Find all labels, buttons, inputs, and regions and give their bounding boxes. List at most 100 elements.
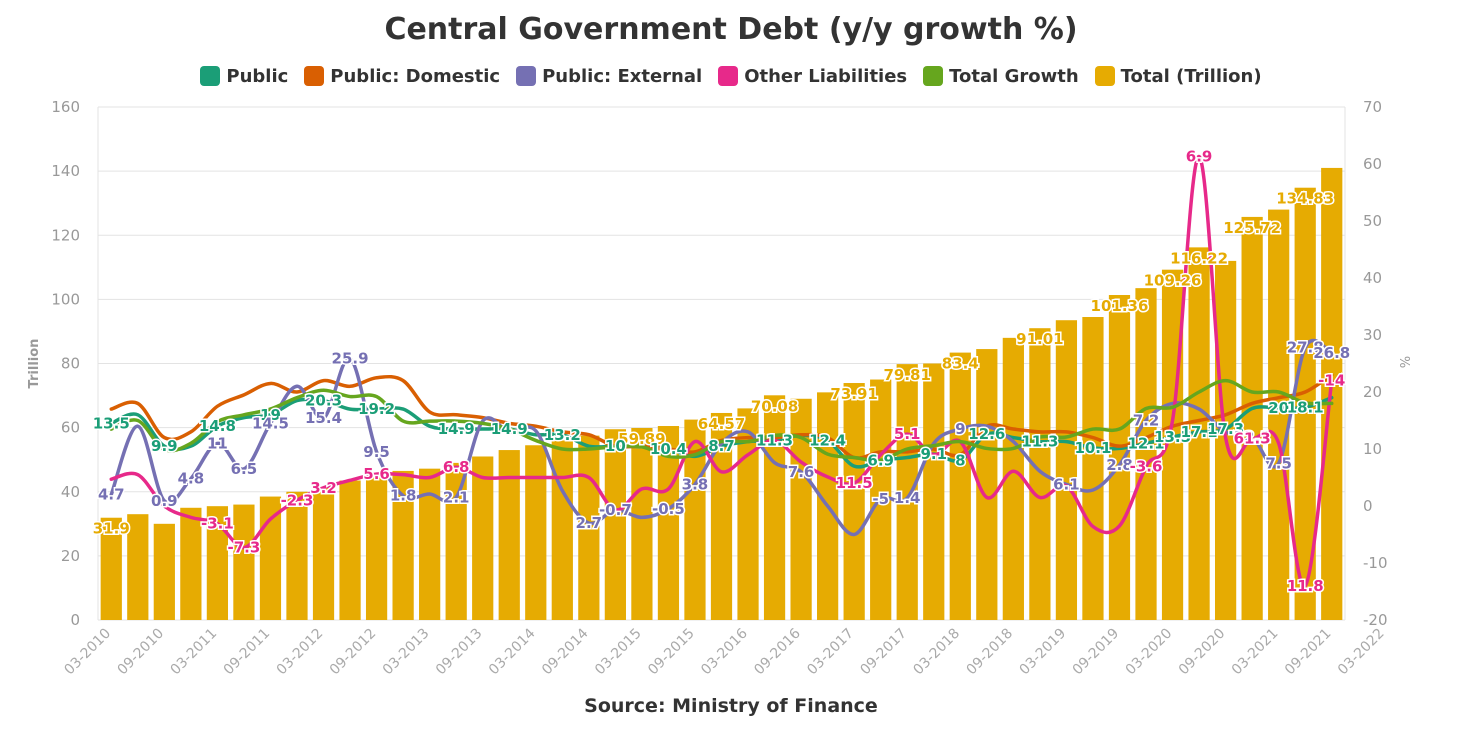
point-data-label: 20.3: [305, 392, 342, 410]
bar: [419, 468, 441, 620]
point-data-label: 9.9: [151, 437, 178, 455]
point-data-label: 14.9: [491, 420, 528, 438]
bar: [631, 427, 653, 620]
bar: [445, 462, 467, 620]
legend-item-public[interactable]: Public: [200, 66, 288, 87]
bar: [1268, 209, 1290, 620]
point-data-label: 14.9: [438, 420, 475, 438]
point-data-label: 13.5: [93, 414, 130, 432]
point-data-label: -3.6: [1130, 458, 1163, 476]
legend-swatch: [718, 66, 739, 86]
point-data-label: 14.5: [252, 414, 289, 432]
legend-item-total-growth[interactable]: Total Growth: [923, 66, 1079, 87]
bar-data-label: 109.26: [1144, 272, 1202, 290]
bar: [1241, 216, 1263, 620]
y-tick-label-left: 100: [51, 290, 80, 308]
y-tick-label-left: 160: [51, 98, 80, 116]
bar: [286, 491, 308, 620]
bar-data-label: 73.91: [830, 385, 877, 403]
x-tick-label: 03-2018: [910, 626, 963, 679]
x-tick-label: 03-2019: [1017, 626, 1070, 679]
x-tick-label: 09-2017: [857, 626, 910, 679]
y-axis-title-left: Trillion: [27, 339, 42, 389]
legend-item-public-external[interactable]: Public: External: [516, 66, 702, 87]
point-data-label: 0.9: [151, 492, 178, 510]
y-tick-label-left: 20: [61, 547, 80, 565]
x-tick-label: 03-2020: [1123, 626, 1176, 679]
bar: [1082, 317, 1104, 620]
bar: [233, 504, 255, 620]
bar: [1029, 328, 1051, 620]
bar: [1135, 288, 1157, 620]
point-data-label: -7.3: [228, 539, 261, 557]
bar: [1055, 320, 1078, 620]
point-data-label: 25.9: [332, 349, 369, 367]
bar: [392, 470, 414, 620]
y-tick-label-right: 30: [1363, 326, 1382, 344]
y-tick-label-left: 120: [51, 226, 80, 244]
point-data-label: 5.6: [363, 465, 390, 483]
y-tick-label-left: 80: [61, 355, 80, 373]
point-data-label: 3.2: [310, 479, 337, 497]
y-axis-title-right: %: [1396, 356, 1411, 368]
x-tick-label: 03-2016: [698, 625, 751, 678]
legend-swatch: [304, 66, 325, 86]
point-data-label: 9.5: [363, 443, 390, 461]
bar-data-label: 64.57: [698, 415, 745, 433]
bar: [551, 440, 573, 620]
legend-label: Other Liabilities: [744, 65, 908, 87]
legend-label: Public: External: [542, 65, 703, 87]
legend-item-public-domestic[interactable]: Public: Domestic: [304, 66, 500, 87]
legend-swatch: [516, 66, 537, 86]
point-data-label: 11: [207, 434, 228, 452]
x-tick-label: 09-2019: [1070, 626, 1123, 679]
x-tick-label: 09-2016: [751, 625, 804, 678]
x-tick-label: 09-2012: [327, 626, 380, 679]
legend-item-total-trillion[interactable]: Total (Trillion): [1094, 66, 1262, 87]
bar-data-label: 125.72: [1223, 219, 1281, 237]
y-tick-label-left: 40: [61, 483, 80, 501]
bar: [604, 429, 626, 620]
y-tick-label-right: -10: [1363, 554, 1388, 572]
x-tick-label: 03-2015: [592, 626, 645, 679]
point-data-label: 6.5: [231, 460, 258, 478]
point-data-label: 6.9: [1186, 148, 1213, 166]
point-data-label: 8: [955, 451, 965, 469]
point-data-label: 18.1: [1287, 398, 1324, 416]
point-data-label: 13.2: [544, 426, 581, 444]
bar: [976, 349, 998, 620]
y-tick-label-right: 20: [1363, 383, 1382, 401]
point-data-label: 11.3: [756, 431, 793, 449]
x-tick-label: 09-2015: [645, 626, 698, 679]
point-data-label: 9: [955, 420, 965, 438]
bar-data-label: 31.9: [93, 520, 130, 538]
y-tick-label-right: 70: [1363, 98, 1382, 116]
bar: [153, 523, 175, 620]
legend-item-other-liabilities[interactable]: Other Liabilities: [718, 66, 907, 87]
source-note: Source: Ministry of Finance: [584, 695, 878, 717]
bar: [1108, 295, 1131, 620]
point-data-label: 4.8: [178, 470, 205, 488]
point-data-label: 11.8: [1287, 577, 1324, 595]
point-data-label: 19: [260, 406, 281, 424]
point-data-label: -0.7: [599, 501, 632, 519]
point-data-label: 12.1: [1234, 428, 1271, 446]
bar: [365, 475, 388, 620]
bar-data-label: 101.36: [1091, 297, 1149, 315]
x-tick-label: 09-2013: [433, 626, 486, 679]
point-data-label: 8.7: [708, 437, 735, 455]
point-data-label: 2.1: [443, 488, 470, 506]
bar: [923, 363, 945, 620]
legend-label: Public: [226, 65, 289, 87]
bar: [127, 514, 149, 620]
point-data-label: 3.8: [682, 475, 709, 493]
point-data-label: 13.5: [1154, 428, 1191, 446]
bar-data-label: 83.4: [942, 355, 979, 373]
point-data-label: 26.8: [1313, 344, 1350, 362]
point-data-label: -3.1: [201, 515, 234, 533]
bar-data-label: 134.83: [1276, 190, 1334, 208]
bar: [312, 486, 335, 620]
series-line-total-growth: [109, 378, 1334, 463]
bar-data-label: 91.01: [1016, 330, 1063, 348]
